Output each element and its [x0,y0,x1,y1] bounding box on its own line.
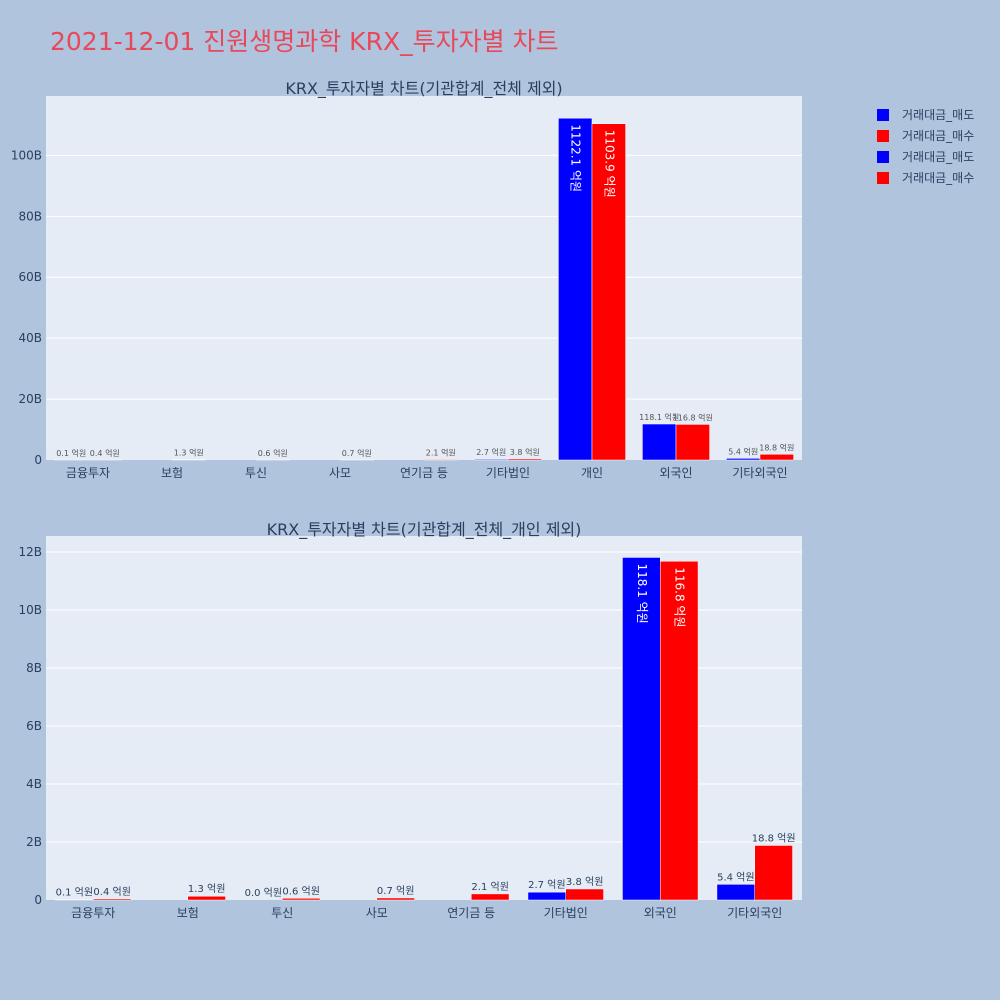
legend-label: 거래대금_매수 [902,129,974,143]
bar [471,893,510,901]
plot-area [46,96,802,460]
bar-label: 3.8 억원 [566,876,603,888]
bar-label: 0.7 억원 [342,448,372,458]
x-tick-label: 투신 [271,906,293,920]
legend-swatch [877,172,889,184]
y-tick-label: 0 [34,453,42,467]
bar [675,424,710,461]
bar-label: 1.3 억원 [188,883,225,895]
legend-swatch [877,130,889,142]
bar [754,845,793,901]
bar-label: 0.7 억원 [377,885,414,897]
bar-label: 2.7 억원 [476,447,506,457]
x-tick-label: 투신 [245,466,267,480]
bar-label: 118.1 억원 [639,412,679,422]
y-tick-label: 6B [26,719,42,733]
bar-label: 3.8 억원 [510,447,540,457]
y-tick-label: 2B [26,835,42,849]
bar-label: 0.1 억원 [56,887,93,899]
bar-label: 1122.1 억원 [569,124,583,192]
y-tick-label: 4B [26,777,42,791]
x-tick-label: 사모 [329,466,351,480]
bar [558,117,593,461]
bar [642,423,677,461]
page-title: 2021-12-01 진원생명과학 KRX_투자자별 차트 [50,27,559,56]
bar-label: 0.0 억원 [245,887,282,899]
legend-label: 거래대금_매수 [902,171,974,185]
x-tick-label: 연기금 등 [447,906,495,920]
bar-label: 0.6 억원 [258,448,288,458]
bar-label: 2.1 억원 [471,881,508,893]
x-tick-label: 보험 [177,906,199,920]
bar-label: 5.4 억원 [717,871,754,883]
bar-label: 0.6 억원 [282,885,319,897]
x-tick-label: 기타외국인 [732,466,787,480]
bar [474,458,509,461]
legend-swatch [877,109,889,121]
bar-label: 18.8 억원 [752,832,796,844]
x-tick-label: 금융투자 [71,906,115,920]
bar-label: 116.8 억원 [673,412,713,422]
bar [591,123,626,461]
bar-label: 0.1 억원 [56,448,86,458]
bar-label: 1103.9 억원 [602,130,616,198]
y-tick-label: 20B [18,392,42,406]
bar [726,458,761,461]
x-tick-label: 외국인 [644,906,677,920]
chart-title: KRX_투자자별 차트(기관합계_전체 제외) [285,79,562,99]
y-tick-label: 40B [18,331,42,345]
bar [527,891,567,901]
bar [93,898,132,901]
legend-swatch [877,151,889,163]
bar [565,888,604,901]
bar-label: 1.3 억원 [174,448,204,458]
bar-label: 0.4 억원 [93,886,130,898]
chart-top: 0 20B 40B 60B 80B 100B KRX_투자자별 차트(기관합계_전체 제외)… [11,79,802,480]
bar [622,557,661,901]
legend-label: 거래대금_매도 [902,150,974,164]
x-tick-label: 사모 [366,906,388,920]
bar-label: 116.8 억원 [673,567,687,627]
legend-label: 거래대금_매도 [902,108,974,122]
y-tick-label: 12B [18,545,42,559]
bar-label: 2.1 억원 [426,447,456,457]
bar [716,884,756,901]
bar-label: 5.4 억원 [728,446,758,456]
bar [660,560,699,901]
y-tick-label: 60B [18,270,42,284]
bar-label: 18.8 억원 [759,442,794,452]
bar [507,458,542,461]
bar [376,897,415,901]
x-tick-label: 개인 [581,466,603,480]
bar-label: 2.7 억원 [528,879,565,891]
y-tick-label: 80B [18,209,42,223]
bar-label: 0.4 억원 [90,448,120,458]
chart-bottom: 0 2B 4B 6B 8B 10B 12B KRX_투자자별 차트(기관합계_전체_개인 제외… [18,520,802,920]
x-tick-label: 기타법인 [486,466,530,480]
bar [423,459,458,461]
bar [282,898,321,901]
y-tick-label: 0 [34,893,42,907]
x-tick-label: 기타법인 [544,906,588,920]
x-tick-label: 연기금 등 [400,466,448,480]
x-tick-label: 외국인 [659,466,692,480]
bar [759,454,794,461]
bar [187,895,226,901]
chart-title: KRX_투자자별 차트(기관합계_전체_개인 제외) [267,520,582,540]
x-tick-label: 금융투자 [66,466,110,480]
y-tick-label: 10B [18,603,42,617]
y-tick-label: 100B [11,148,42,162]
bar-label: 118.1 억원 [635,563,649,623]
x-tick-label: 기타외국인 [727,906,782,920]
x-tick-label: 보험 [161,466,183,480]
y-tick-label: 8B [26,661,42,675]
